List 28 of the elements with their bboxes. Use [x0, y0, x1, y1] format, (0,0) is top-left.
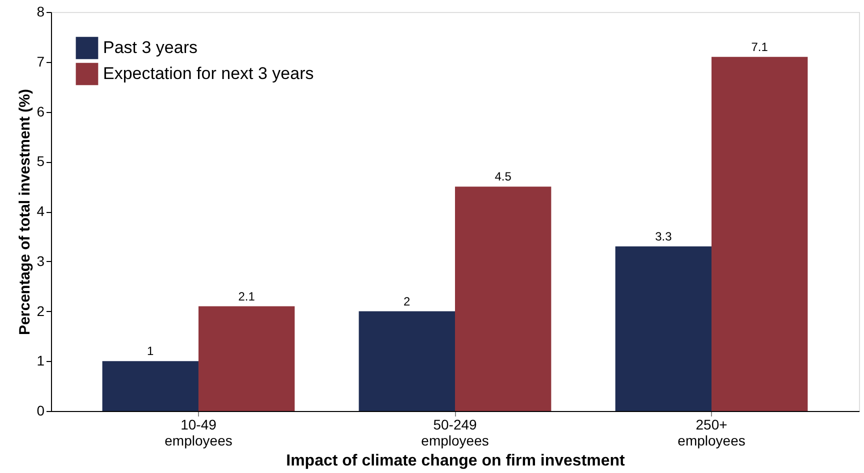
x-tick-label: 50-249 employees — [421, 416, 489, 448]
legend-label: Expectation for next 3 years — [103, 64, 314, 83]
legend-label: Past 3 years — [103, 38, 198, 57]
y-tick-label: 7 — [36, 53, 45, 70]
bar — [198, 306, 295, 411]
y-tick-label: 2 — [36, 302, 45, 319]
data-label: 2 — [404, 294, 411, 308]
y-tick-label: 8 — [36, 4, 45, 20]
bar — [712, 56, 808, 411]
bar — [455, 186, 552, 411]
y-tick-label: 3 — [36, 252, 45, 269]
x-tick-label: 250+ employees — [678, 416, 746, 448]
y-tick-label: 1 — [36, 352, 45, 369]
data-label: 4.5 — [494, 170, 512, 184]
data-label: 3.3 — [655, 229, 672, 244]
y-tick-label: 5 — [36, 153, 45, 170]
bar — [358, 311, 455, 411]
data-label: 1 — [147, 344, 154, 358]
y-tick-label: 4 — [36, 203, 45, 219]
y-tick-label: 0 — [36, 402, 45, 418]
x-tick-label: 10-49 employees — [164, 416, 232, 448]
data-label: 2.1 — [238, 289, 256, 304]
x-axis-title: Impact of climate change on firm investment — [286, 452, 626, 470]
y-tick-label: 6 — [36, 103, 45, 120]
bar — [615, 246, 712, 411]
bar — [102, 361, 198, 411]
y-axis-title: Percentage of total investment (%) — [16, 89, 34, 335]
data-label: 7.1 — [751, 40, 768, 54]
